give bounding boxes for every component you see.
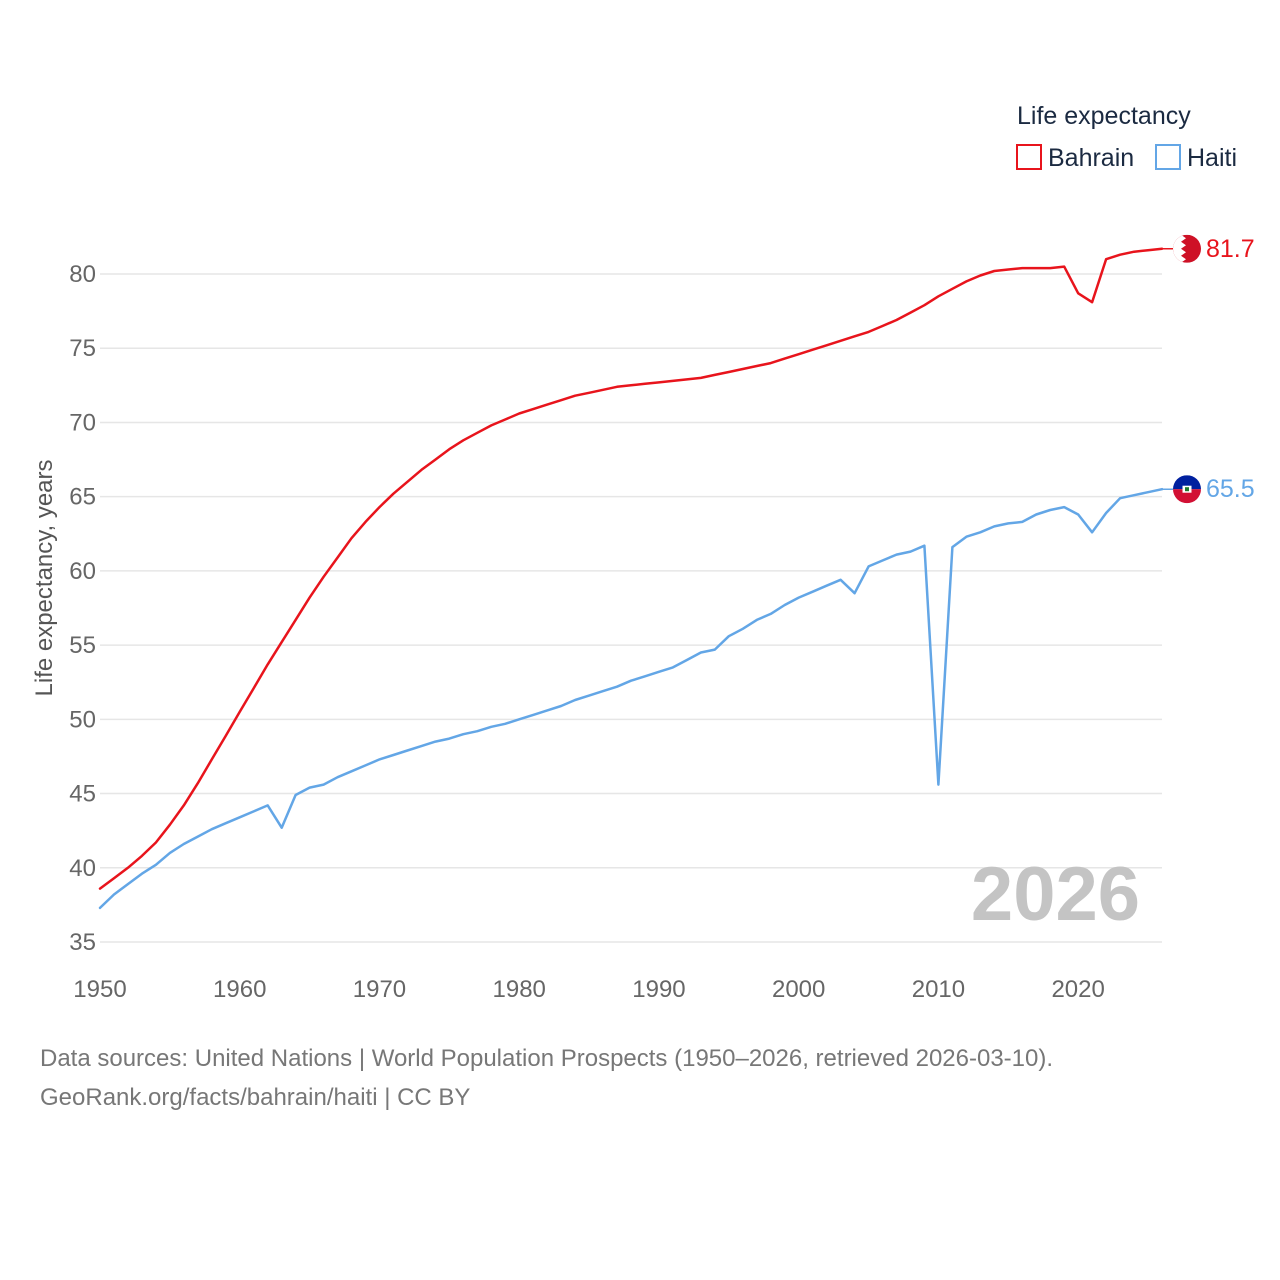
haiti-end-value: 65.5	[1206, 475, 1255, 503]
y-tick-label-40: 40	[69, 855, 96, 882]
y-tick-label-75: 75	[69, 335, 96, 362]
legend-swatch-haiti	[1155, 144, 1181, 170]
y-tick-label-80: 80	[69, 261, 96, 288]
y-tick-label-55: 55	[69, 632, 96, 659]
year-watermark: 2026	[971, 852, 1140, 937]
y-tick-label-50: 50	[69, 706, 96, 733]
x-tick-label-2000: 2000	[772, 976, 825, 1003]
bahrain-flag-icon	[1173, 234, 1201, 263]
x-tick-label-1990: 1990	[632, 976, 685, 1003]
legend-title: Life expectancy	[1017, 102, 1191, 130]
legend-item-bahrain[interactable]: Bahrain	[1016, 144, 1134, 172]
series-line-bahrain	[98, 247, 1164, 890]
bahrain-end-value: 81.7	[1206, 235, 1255, 263]
y-tick-label-45: 45	[69, 781, 96, 808]
x-tick-label-2020: 2020	[1051, 976, 1104, 1003]
x-tick-label-1970: 1970	[353, 976, 406, 1003]
legend-swatch-bahrain	[1016, 144, 1042, 170]
x-tick-label-1980: 1980	[493, 976, 546, 1003]
x-tick-label-2010: 2010	[912, 976, 965, 1003]
y-axis-label: Life expectancy, years	[31, 459, 58, 696]
legend-label-haiti: Haiti	[1187, 144, 1237, 172]
legend-item-haiti[interactable]: Haiti	[1155, 144, 1237, 172]
series-lines	[98, 247, 1164, 910]
x-axis-ticks: 1950 1960 1970 1980 1990 2000 2010 2020	[73, 976, 1105, 1003]
attribution-link[interactable]: GeoRank.org/facts/bahrain/haiti | CC BY	[40, 1084, 471, 1111]
series-line-haiti	[98, 487, 1164, 910]
y-tick-label-65: 65	[69, 484, 96, 511]
haiti-end-marker: 65.5	[1162, 475, 1255, 504]
gridlines	[100, 273, 1162, 943]
haiti-flag-icon	[1173, 475, 1201, 504]
y-axis-ticks: 35 40 45 50 55 60 65 70 75 80	[69, 261, 96, 956]
legend-label-bahrain: Bahrain	[1048, 144, 1134, 172]
data-source-note: Data sources: United Nations | World Pop…	[40, 1045, 1054, 1072]
y-tick-label-35: 35	[69, 929, 96, 956]
y-tick-label-70: 70	[69, 409, 96, 436]
bahrain-end-marker: 81.7	[1162, 235, 1255, 263]
x-tick-label-1960: 1960	[213, 976, 266, 1003]
y-tick-label-60: 60	[69, 558, 96, 585]
legend: Life expectancy Bahrain Haiti	[1016, 102, 1237, 172]
x-tick-label-1950: 1950	[73, 976, 126, 1003]
